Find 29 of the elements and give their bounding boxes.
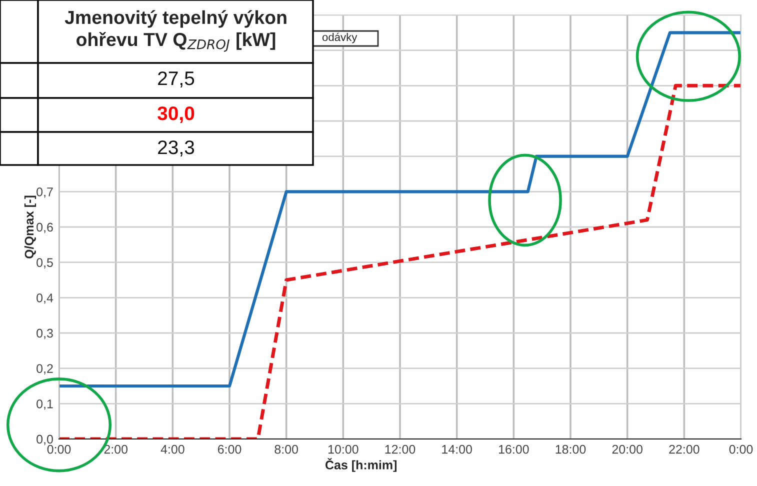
x-tick-label: 0:00 [729, 444, 753, 454]
y-tick-label: 0,5 [36, 258, 53, 268]
x-tick-label: 14:00 [442, 444, 472, 454]
y-tick-label: 0,2 [36, 364, 53, 374]
y-tick-label: 0,1 [36, 399, 53, 410]
x-tick-label: 2:00 [104, 444, 128, 454]
x-tick-label: 18:00 [556, 444, 586, 454]
x-axis-title: Čas [h:mim] [325, 458, 397, 472]
y-tick-label: 0,0 [36, 434, 53, 446]
y-tick-label: 0,4 [36, 293, 54, 304]
annotation: Jmenovitý tepelný výkon ohřevu TV Q$_{ZDROJ}$ [kW] [64, 10, 286, 52]
annotation: odávky [322, 32, 358, 44]
x-tick-label: 10:00 [328, 444, 358, 454]
x-tick-label: 22:00 [669, 444, 700, 454]
x-tick-label: 12:00 [385, 444, 416, 454]
annotation: 23,3 [158, 140, 194, 157]
x-tick-label: 0:00 [47, 444, 71, 454]
line-series [59, 31, 741, 388]
y-axis-title: Q/Qmax [-] [24, 196, 36, 258]
annotation: 27,5 [158, 71, 194, 88]
x-tick-label: 4:00 [160, 444, 184, 454]
y-tick-label: 0,3 [36, 328, 53, 340]
x-tick-label: 16:00 [498, 444, 529, 454]
y-tick-label: 0,6 [36, 222, 53, 234]
x-tick-label: 6:00 [218, 444, 242, 454]
y-tick-label: 0,7 [36, 187, 53, 198]
annotation: 30,0 [158, 106, 194, 124]
x-tick-label: 20:00 [612, 444, 642, 454]
x-tick-label: 8:00 [274, 444, 298, 454]
